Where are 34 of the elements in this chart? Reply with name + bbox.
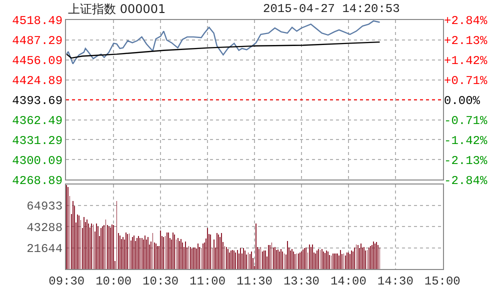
y-tick-label: 4300.09 xyxy=(12,154,63,168)
y-tick-label: 4487.29 xyxy=(12,34,63,48)
y2-tick-label: +2.84% xyxy=(444,14,488,28)
y2-tick-label: +0.71% xyxy=(444,74,488,88)
y-tick-label: 4393.69 xyxy=(12,94,63,108)
x-tick-label: 15:00 xyxy=(424,274,460,288)
y-tick-label: 4362.49 xyxy=(12,114,63,128)
chart-title: 上证指数 000001 xyxy=(68,2,166,16)
y2-tick-label: +1.42% xyxy=(444,54,488,68)
x-tick-label: 14:00 xyxy=(330,274,366,288)
x-tick-label: 14:30 xyxy=(377,274,414,288)
line-series xyxy=(66,20,380,64)
y-tick-label: 4268.89 xyxy=(12,174,63,188)
y-tick-label: 4518.49 xyxy=(12,14,63,28)
y-tick-label: 21644 xyxy=(26,242,63,256)
y2-tick-label: -2.84% xyxy=(444,174,488,188)
text: 2015-04-27 14:20:53 xyxy=(263,2,400,16)
x-tick-label: 09:30 xyxy=(48,274,85,288)
y-tick-label: 4424.89 xyxy=(12,74,63,88)
y-tick-label: 4456.09 xyxy=(12,54,63,68)
x-tick-label: 10:30 xyxy=(142,274,179,288)
y2-tick-label: -2.13% xyxy=(444,154,488,168)
x-tick-label: 11:30 xyxy=(236,274,273,288)
y2-tick-label: +2.13% xyxy=(444,34,488,48)
y-tick-label: 64933 xyxy=(26,200,63,214)
x-tick-label: 13:30 xyxy=(283,274,320,288)
line-series xyxy=(66,41,380,59)
y2-tick-label: -1.42% xyxy=(444,134,488,148)
y2-tick-label: 0.00% xyxy=(444,94,481,108)
y2-tick-label: -0.71% xyxy=(444,114,488,128)
y-tick-label: 4331.29 xyxy=(12,134,63,148)
x-tick-label: 10:00 xyxy=(96,274,132,288)
x-tick-label: 11:00 xyxy=(190,274,226,288)
y-tick-label: 43288 xyxy=(26,220,63,235)
